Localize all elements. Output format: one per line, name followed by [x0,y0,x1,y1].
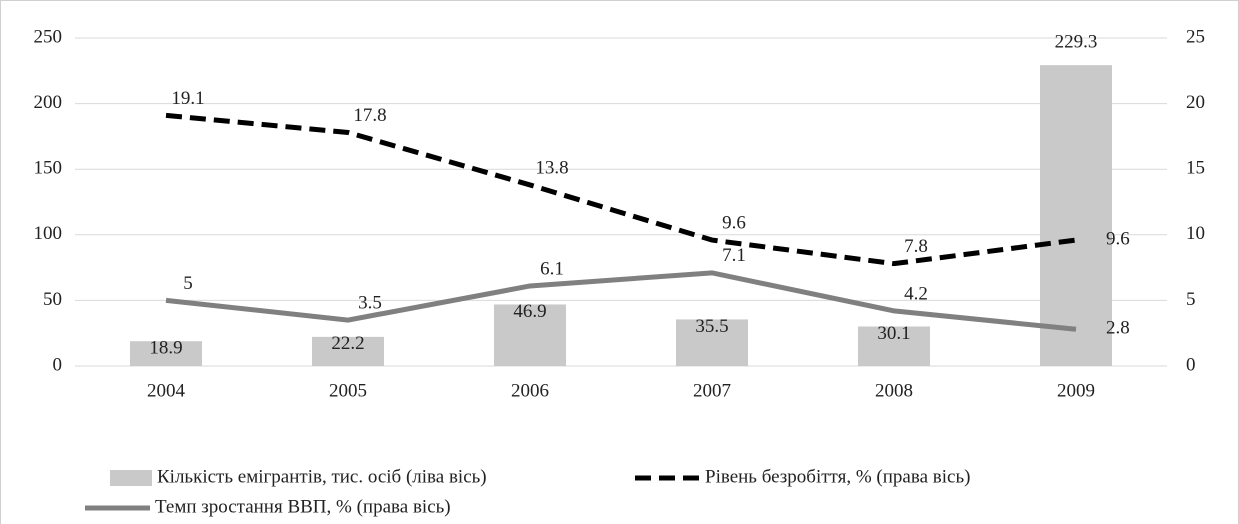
x-tick-label: 2007 [693,380,731,401]
y-tick-label: 50 [43,289,62,310]
legend-label: Темп зростання ВВП, % (права вісь) [155,496,451,517]
y-tick-label: 150 [34,158,63,179]
legend-label: Кількість емігрантів, тис. осіб (ліва ві… [157,466,487,487]
bar [312,336,384,366]
line-value-label: 9.6 [1106,228,1130,249]
bar-value-label: 18.9 [149,338,182,359]
bar-value-label: 46.9 [513,301,546,322]
y-tick-label: 250 [34,26,63,47]
line-value-label: 7.1 [722,245,746,266]
y2-tick-label: 15 [1186,158,1205,179]
line-value-label: 9.6 [722,212,746,233]
y-tick-label: 0 [53,354,63,375]
y2-tick-label: 10 [1186,223,1205,244]
line-series [165,270,1077,332]
bar-value-label: 22.2 [331,333,364,354]
y-tick-label: 200 [34,92,63,113]
x-tick-label: 2004 [147,380,186,401]
line-value-label: 7.8 [904,236,928,257]
y2-tick-label: 0 [1186,354,1196,375]
bar [494,304,566,366]
line-value-label: 3.5 [358,292,382,313]
bar [858,326,930,366]
y-tick-label: 100 [34,223,63,244]
y2-tick-label: 5 [1186,289,1196,310]
line-value-label: 17.8 [353,105,386,126]
line-value-label: 4.2 [904,283,928,304]
bar-value-label: 35.5 [695,316,728,337]
x-tick-label: 2006 [511,380,549,401]
bar [130,341,202,366]
legend-swatch [110,470,152,486]
x-tick-label: 2009 [1057,380,1095,401]
x-tick-label: 2008 [875,380,913,401]
bar-value-label: 30.1 [877,323,910,344]
bar [1040,65,1112,367]
bar-value-label: 229.3 [1055,32,1098,53]
line-value-label: 2.8 [1106,318,1130,339]
line-value-label: 19.1 [171,88,204,109]
line-value-label: 6.1 [540,258,564,279]
bar [676,319,748,366]
y2-tick-label: 25 [1186,26,1205,47]
line-series [165,112,1077,267]
x-tick-label: 2005 [329,380,367,401]
line-value-label: 5 [183,273,193,294]
line-value-label: 13.8 [535,157,568,178]
y2-tick-label: 20 [1186,92,1205,113]
legend-label: Рівень безробіття, % (права вісь) [705,466,970,487]
